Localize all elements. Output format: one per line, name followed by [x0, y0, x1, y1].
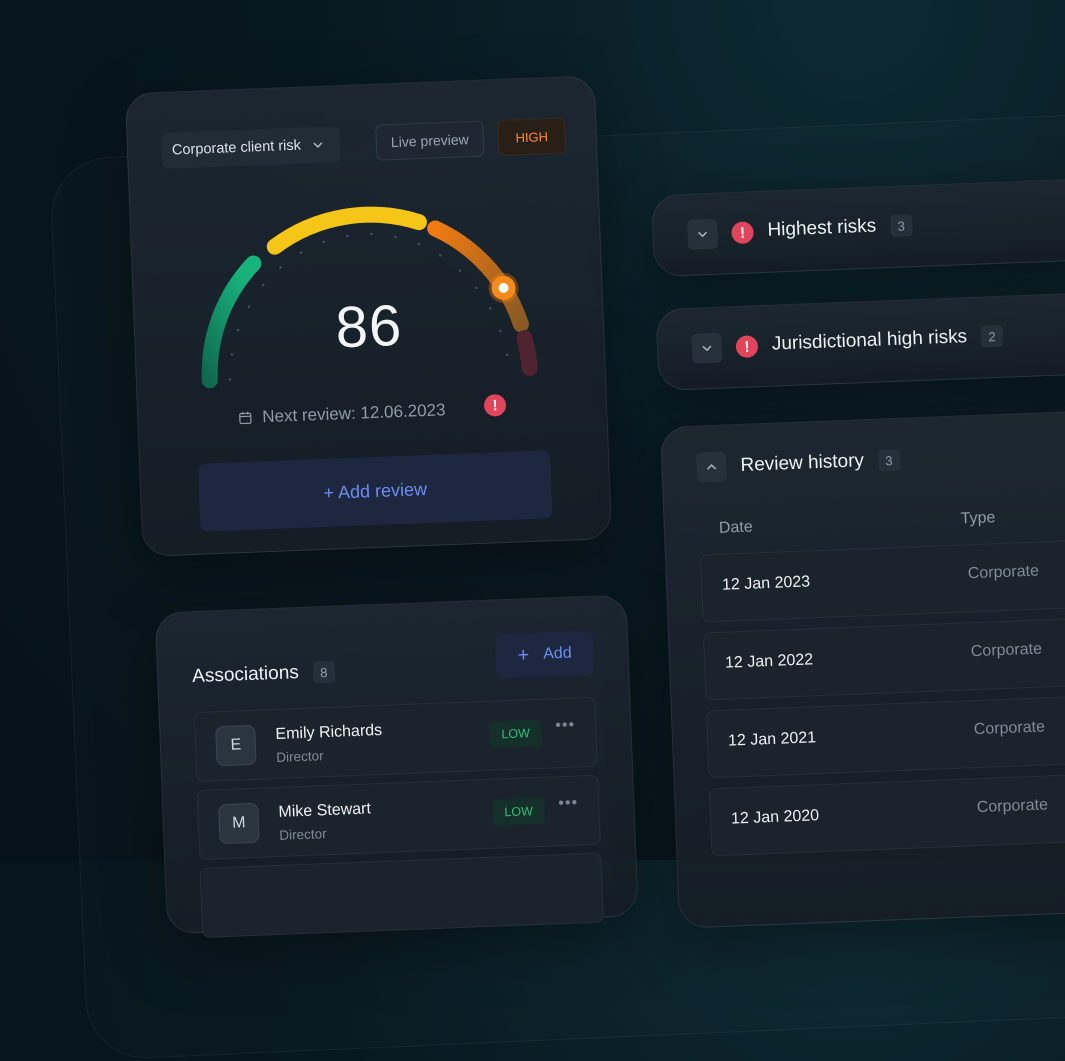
review-history-section: Review history 3 Date Type 12 Jan 2023 C…	[660, 410, 1065, 929]
expand-button[interactable]	[691, 333, 722, 364]
table-row[interactable]: 12 Jan 2022 Corporate	[703, 616, 1065, 700]
more-options-icon[interactable]: •••	[555, 716, 575, 735]
add-review-button[interactable]: + Add review	[198, 450, 552, 531]
highest-risks-title: Highest risks	[767, 216, 877, 242]
risk-level-badge: HIGH	[497, 117, 566, 156]
table-row[interactable]: 12 Jan 2023 Corporate	[700, 538, 1065, 622]
avatar: M	[218, 803, 260, 845]
chevron-down-icon	[702, 343, 712, 353]
alert-icon: !	[731, 221, 754, 244]
column-header-type: Type	[960, 509, 995, 528]
avatar: E	[215, 725, 257, 767]
highest-risks-header: Highest risks 3	[767, 214, 912, 242]
jurisdictional-risks-header: Jurisdictional high risks 2	[771, 325, 1003, 356]
risk-level-badge: LOW	[492, 798, 545, 826]
row-type: Corporate	[968, 563, 1040, 584]
highest-risks-count: 3	[890, 214, 913, 237]
association-item[interactable]: E Emily Richards Director LOW •••	[194, 697, 598, 782]
row-date: 12 Jan 2022	[725, 651, 814, 672]
plus-icon: +	[517, 644, 530, 667]
review-history-count: 3	[878, 449, 901, 472]
more-options-icon[interactable]: •••	[558, 794, 578, 813]
dashboard-scene: Corporate client risk Live preview HIGH	[0, 0, 1065, 880]
risk-type-select[interactable]: Corporate client risk	[161, 126, 340, 169]
review-history-title: Review history	[740, 450, 864, 477]
next-review: Next review: 12.06.2023	[238, 400, 446, 428]
risk-level-badge: LOW	[489, 720, 542, 748]
row-type: Corporate	[976, 796, 1048, 817]
add-association-button[interactable]: + Add	[495, 631, 595, 679]
association-name: Emily Richards	[275, 722, 382, 744]
review-warning-icon: !	[484, 394, 507, 417]
collapse-button[interactable]	[696, 451, 727, 482]
row-date: 12 Jan 2023	[722, 573, 811, 594]
associations-header: Associations 8	[192, 661, 335, 688]
association-role: Director	[279, 826, 327, 843]
associations-card: Associations 8 + Add E Emily Richards Di…	[155, 594, 639, 934]
association-role: Director	[276, 748, 324, 765]
column-header-date: Date	[719, 519, 753, 538]
chevron-up-icon	[706, 462, 716, 472]
association-item[interactable]: M Mike Stewart Director LOW •••	[197, 775, 601, 860]
review-history-header: Review history 3	[740, 449, 900, 477]
alert-icon: !	[736, 335, 759, 358]
table-row[interactable]: 12 Jan 2021 Corporate	[706, 694, 1065, 778]
associations-count: 8	[312, 661, 335, 684]
row-type: Corporate	[971, 641, 1043, 662]
jurisdictional-risks-count: 2	[981, 325, 1004, 348]
row-date: 12 Jan 2020	[731, 807, 820, 828]
jurisdictional-risks-section[interactable]: ! Jurisdictional high risks 2	[655, 292, 1065, 391]
row-type: Corporate	[974, 718, 1046, 739]
risk-type-select-label: Corporate client risk	[172, 138, 301, 159]
calendar-icon	[238, 411, 253, 426]
jurisdictional-risks-title: Jurisdictional high risks	[771, 326, 967, 355]
live-preview-button[interactable]: Live preview	[375, 121, 484, 161]
chevron-down-icon	[697, 229, 707, 239]
association-name: Mike Stewart	[278, 800, 371, 822]
table-row[interactable]: 12 Jan 2020 Corporate	[709, 772, 1065, 856]
risk-score-card: Corporate client risk Live preview HIGH	[125, 75, 612, 557]
expand-button[interactable]	[687, 219, 718, 250]
add-association-label: Add	[543, 645, 572, 664]
chevron-down-icon	[313, 140, 323, 150]
gauge-segment-medium	[274, 213, 420, 247]
associations-title: Associations	[192, 662, 299, 688]
row-date: 12 Jan 2021	[728, 729, 817, 750]
highest-risks-section[interactable]: ! Highest risks 3	[651, 178, 1065, 277]
next-review-text: Next review: 12.06.2023	[262, 400, 446, 427]
